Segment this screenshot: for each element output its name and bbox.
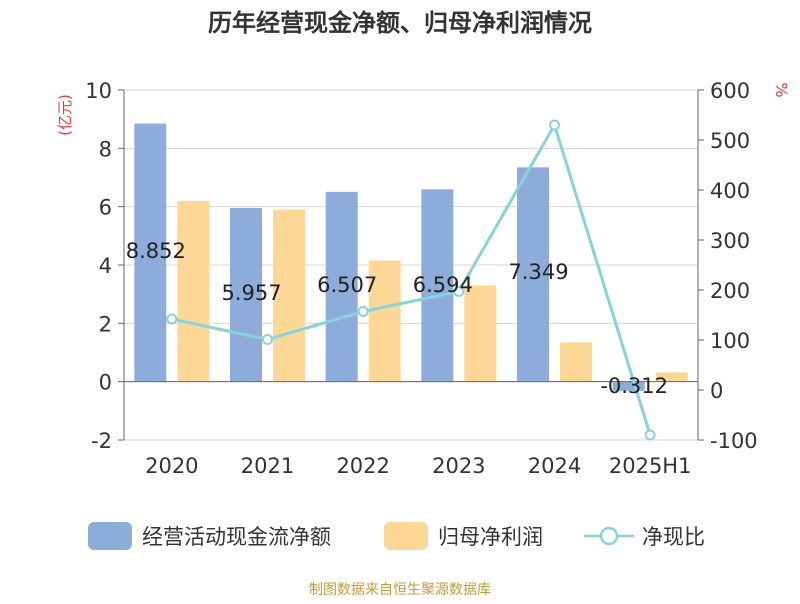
y-left-tick-label: 10 bbox=[85, 79, 112, 103]
bar-profit bbox=[273, 209, 305, 382]
data-label-cashflow: 5.957 bbox=[221, 281, 281, 305]
ratio-point bbox=[166, 313, 178, 325]
data-label-cashflow: 8.852 bbox=[126, 239, 186, 263]
chart-title: 历年经营现金净额、归母净利润情况 bbox=[208, 9, 592, 37]
axes-layer: -2 0 2 4 6 8 10 -100 0 100 200 300 400 500 600 2020 2021… bbox=[85, 79, 757, 478]
x-tick-label: 2023 bbox=[432, 454, 485, 478]
y-left-tick-label: -2 bbox=[91, 429, 112, 453]
bar-profit bbox=[464, 285, 497, 382]
data-label-cashflow: -0.312 bbox=[600, 374, 668, 398]
x-tick-label: 2022 bbox=[336, 454, 389, 478]
y-left-tick-label: 0 bbox=[99, 371, 112, 395]
source-note: 制图数据来自恒生聚源数据库 bbox=[309, 582, 491, 598]
ratio-line bbox=[171, 121, 652, 436]
ratio-point bbox=[357, 306, 369, 317]
y-right-tick-label: 600 bbox=[710, 79, 750, 103]
y-right-tick-label: 400 bbox=[710, 179, 750, 203]
bar-profit bbox=[655, 372, 688, 382]
x-tick-label: 2020 bbox=[145, 454, 198, 478]
bar-cashflow bbox=[517, 167, 549, 382]
legend-item-ratio[interactable]: 净现比 bbox=[584, 525, 705, 549]
legend: 经营活动现金流净额 归母净利润 净现比 bbox=[88, 522, 705, 550]
legend-label-cashflow: 经营活动现金流净额 bbox=[142, 525, 331, 549]
bar-cashflow bbox=[230, 207, 262, 382]
legend-item-profit[interactable]: 归母净利润 bbox=[384, 522, 543, 550]
legend-swatch-ratio-marker bbox=[599, 526, 619, 546]
y-left-tick-label: 8 bbox=[99, 137, 112, 161]
y-right-tick-label: -100 bbox=[710, 429, 758, 453]
bar-cashflow bbox=[421, 189, 454, 382]
legend-item-cashflow[interactable]: 经营活动现金流净额 bbox=[88, 522, 331, 550]
y-right-tick-label: 100 bbox=[710, 329, 750, 353]
legend-label-ratio: 净现比 bbox=[642, 525, 705, 549]
labels-layer: 8.852 5.957 6.507 6.594 7.349 -0.312 bbox=[126, 239, 668, 398]
legend-swatch-cashflow bbox=[88, 522, 132, 550]
ratio-point bbox=[453, 286, 465, 297]
x-tick-label: 2021 bbox=[241, 454, 294, 478]
y-right-unit-label: % bbox=[772, 82, 791, 97]
bar-cashflow bbox=[134, 123, 167, 382]
data-label-cashflow: 7.349 bbox=[508, 260, 568, 284]
bar-cashflow bbox=[325, 191, 358, 382]
ratio-point bbox=[644, 429, 656, 441]
bar-profit bbox=[177, 200, 210, 382]
legend-label-profit: 归母净利润 bbox=[438, 525, 543, 549]
ratio-point bbox=[262, 334, 273, 345]
y-left-unit-label: (亿元) bbox=[56, 94, 74, 136]
y-left-tick-label: 4 bbox=[99, 254, 112, 278]
y-right-tick-label: 0 bbox=[710, 379, 723, 403]
bar-profit bbox=[560, 342, 592, 382]
bars-layer bbox=[134, 123, 688, 391]
bar-cashflow bbox=[612, 381, 645, 391]
x-tick-label: 2024 bbox=[528, 454, 581, 478]
y-right-tick-label: 200 bbox=[710, 279, 750, 303]
line-layer bbox=[166, 119, 656, 441]
x-tick-label: 2025H1 bbox=[609, 454, 692, 478]
y-left-tick-label: 2 bbox=[99, 312, 112, 336]
ratio-point bbox=[549, 119, 560, 131]
y-right-tick-label: 500 bbox=[710, 129, 750, 153]
legend-swatch-profit bbox=[384, 522, 428, 550]
data-label-cashflow: 6.594 bbox=[413, 273, 473, 297]
y-left-tick-label: 6 bbox=[99, 196, 112, 220]
data-label-cashflow: 6.507 bbox=[317, 273, 377, 297]
bar-profit bbox=[368, 260, 401, 382]
y-right-tick-label: 300 bbox=[710, 229, 750, 253]
